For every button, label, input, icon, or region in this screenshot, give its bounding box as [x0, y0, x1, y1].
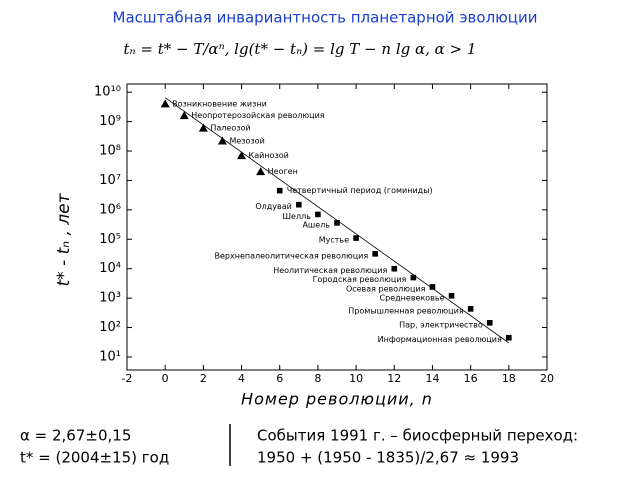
- formula: tₙ = t* − T/αⁿ, lg(t* − tₙ) = lg T − n l…: [124, 40, 477, 58]
- triangle-point: [217, 136, 227, 145]
- point-label: Мустье: [319, 236, 349, 245]
- annotation: События 1991 г. – биосферный переход:: [257, 427, 578, 445]
- y-tick-label: 10³: [99, 291, 121, 306]
- square-point: [353, 235, 359, 241]
- y-tick-label: 10⁸: [99, 144, 121, 159]
- point-label: Возникновение жизни: [172, 99, 267, 108]
- square-point: [410, 274, 417, 281]
- annotation: α = 2,67±0,15: [20, 427, 131, 445]
- point-label: Шелль: [282, 212, 311, 221]
- point-label: Неолитическая революция: [273, 266, 387, 275]
- x-tick-label: -2: [122, 372, 133, 385]
- point-label: Информационная революция: [378, 335, 502, 344]
- x-tick-label: 16: [464, 372, 478, 385]
- y-tick-label: 10⁹: [99, 114, 121, 129]
- square-point: [276, 187, 283, 194]
- x-tick-label: 12: [387, 372, 401, 385]
- x-tick-label: 0: [162, 372, 169, 385]
- point-label: Пар, электричество: [399, 320, 483, 329]
- square-point: [506, 334, 512, 341]
- point-label: Олдувай: [255, 202, 292, 211]
- square-point: [467, 306, 474, 312]
- chart-title: Масштабная инвариантность планетарной эв…: [113, 9, 538, 27]
- annotation: t* = (2004±15) год: [20, 449, 169, 467]
- x-axis-label: Номер революции, n: [241, 390, 433, 409]
- y-tick-label: 10²: [99, 320, 121, 335]
- x-tick-label: 18: [502, 372, 516, 385]
- triangle-point: [198, 123, 208, 132]
- y-axis-label: t* - tₙ , лет: [54, 192, 74, 286]
- point-label: Промышленная революция: [348, 306, 464, 315]
- point-label: Четвертичный период (гоминиды): [287, 186, 433, 195]
- x-tick-label: 8: [314, 372, 321, 385]
- point-label: Неоген: [268, 167, 298, 176]
- triangle-point: [237, 151, 247, 160]
- point-label: Средневековье: [380, 293, 445, 302]
- y-tick-label: 10⁶: [99, 202, 121, 217]
- square-point: [486, 319, 493, 326]
- triangle-point: [179, 111, 189, 120]
- y-tick-label: 10¹⁰: [94, 85, 121, 100]
- point-label: Мезозой: [229, 136, 264, 145]
- triangle-point: [256, 167, 266, 176]
- y-tick-label: 10⁴: [99, 261, 121, 276]
- point-label: Неопротерозойская революция: [191, 111, 325, 120]
- square-point: [429, 284, 436, 290]
- point-label: Верхнепалеолитическая революция: [215, 251, 369, 260]
- point-label: Ашель: [302, 220, 330, 229]
- point-label: Осевая революция: [346, 284, 426, 293]
- x-tick-label: 2: [200, 372, 207, 385]
- square-point: [391, 265, 398, 272]
- point-label: Городская революция: [313, 275, 407, 284]
- x-tick-label: 20: [540, 372, 554, 385]
- point-label: Палеозой: [210, 124, 250, 133]
- square-point: [372, 251, 378, 257]
- x-tick-label: 14: [425, 372, 439, 385]
- point-label: Кайнозой: [249, 151, 289, 160]
- y-tick-label: 10⁵: [99, 232, 121, 247]
- x-tick-label: 10: [349, 372, 363, 385]
- square-point: [296, 201, 302, 208]
- x-tick-label: 6: [276, 372, 283, 385]
- y-tick-label: 10⁷: [99, 173, 121, 188]
- annotation: 1950 + (1950 - 1835)/2,67 ≈ 1993: [257, 449, 519, 467]
- square-point: [448, 292, 455, 299]
- square-point: [315, 211, 321, 218]
- square-point: [334, 220, 340, 226]
- y-tick-label: 10¹: [99, 349, 121, 364]
- plot-frame: [126, 83, 548, 371]
- x-tick-label: 4: [238, 372, 245, 385]
- triangle-point: [160, 99, 170, 108]
